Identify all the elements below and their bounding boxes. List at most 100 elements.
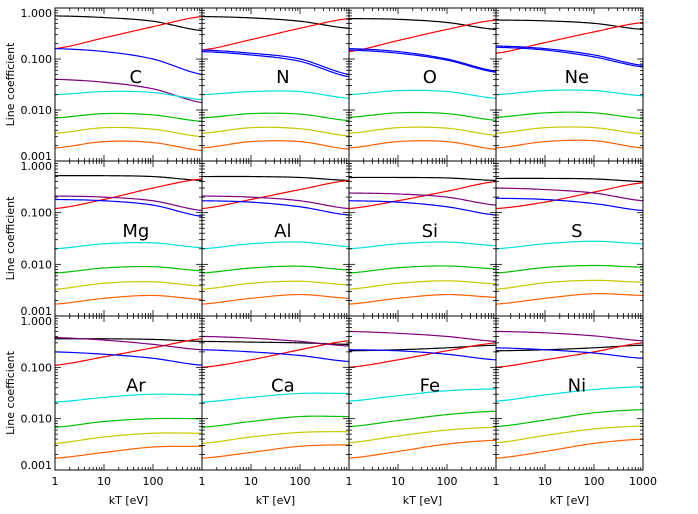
- series-line-7: [349, 293, 496, 305]
- series-line-6: [202, 280, 349, 290]
- series-line-3: [349, 200, 496, 216]
- series-line-6: [349, 280, 496, 290]
- x-tick-label: 100: [437, 475, 458, 488]
- series-line-1: [349, 342, 496, 368]
- series-line-4: [349, 241, 496, 250]
- series-group: [349, 330, 496, 459]
- panel-c: C 0.001 0.010 0.100 1.000: [21, 7, 203, 163]
- series-line-1: [202, 17, 349, 51]
- series-line-5: [349, 410, 496, 428]
- x-tick-label: 1: [199, 475, 206, 488]
- series-group: [496, 19, 643, 149]
- y-tick-label: 0.100: [21, 53, 53, 66]
- series-group: [202, 175, 349, 305]
- y-tick-label: 0.001: [21, 150, 53, 163]
- panel-ni: Ni 1 10 100 1000: [493, 315, 657, 488]
- series-line-7: [202, 140, 349, 150]
- x-tick-label: 10: [538, 475, 552, 488]
- panel-label-si: Si: [422, 221, 438, 242]
- series-line-5: [496, 111, 643, 120]
- series-group: [496, 177, 643, 305]
- series-line-1: [202, 179, 349, 210]
- y-tick-label: 0.001: [21, 459, 53, 472]
- series-line-5: [202, 265, 349, 274]
- series-line-1: [55, 15, 202, 50]
- panel-frame: [495, 315, 644, 471]
- y-tick-label: 1.000: [21, 160, 53, 173]
- y-tick-label: 0.010: [21, 258, 53, 271]
- series-line-0: [349, 176, 496, 182]
- series-line-7: [202, 293, 349, 305]
- x-axis-title: kT [eV]: [403, 494, 442, 507]
- x-axis-title: kT [eV]: [256, 494, 295, 507]
- series-line-4: [349, 388, 496, 402]
- series-line-2: [55, 47, 202, 75]
- y-tick-label: 0.100: [21, 361, 53, 374]
- series-group: [55, 336, 202, 459]
- series-group: [55, 175, 202, 305]
- panel-s: S: [495, 160, 644, 317]
- series-line-0: [55, 338, 202, 342]
- y-tick-label: 1.000: [21, 315, 53, 328]
- series-line-5: [349, 265, 496, 274]
- x-tick-label: 100: [290, 475, 311, 488]
- series-group: [202, 15, 349, 150]
- y-axis-titles: Line coefficient Line coefficient Line coe…: [4, 42, 17, 435]
- series-group: [496, 330, 643, 459]
- series-line-2: [349, 330, 496, 342]
- panel-label-mg: Mg: [122, 221, 149, 242]
- series-line-7: [496, 438, 643, 459]
- panel-frame: [495, 160, 644, 317]
- x-tick-label: 100: [143, 475, 164, 488]
- series-line-7: [202, 444, 349, 459]
- series-line-6: [55, 281, 202, 290]
- series-line-6: [349, 126, 496, 136]
- series-line-5: [55, 112, 202, 122]
- series-line-6: [496, 279, 643, 290]
- tick-marks: [495, 316, 643, 471]
- panel-label-n: N: [276, 67, 289, 88]
- series-line-5: [202, 415, 349, 428]
- series-line-1: [496, 342, 643, 368]
- series-line-4: [202, 90, 349, 99]
- series-line-7: [496, 139, 643, 149]
- y-axis-title: Line coefficient: [4, 42, 17, 126]
- panel-label-ni: Ni: [568, 375, 586, 396]
- series-line-3: [496, 347, 643, 359]
- series-group: [349, 17, 496, 150]
- panel-ar: Ar 0.001 0.010 0.100 1.000 1 10 100: [21, 315, 203, 488]
- series-line-4: [55, 242, 202, 250]
- series-line-4: [55, 393, 202, 403]
- series-line-6: [202, 430, 349, 444]
- series-line-1: [202, 340, 349, 368]
- panel-ca: Ca 1 10 100: [199, 315, 350, 488]
- series-line-2: [349, 47, 496, 72]
- panel-grid: C 0.001 0.010 0.100 1.000 N O Ne Mg 0.001 0.010 0.1…: [21, 7, 658, 488]
- series-line-6: [55, 432, 202, 444]
- panel-label-c: C: [130, 67, 143, 88]
- series-line-2: [55, 336, 202, 351]
- x-tick-label: 10: [97, 475, 111, 488]
- y-tick-label: 0.100: [21, 207, 53, 220]
- series-line-6: [55, 126, 202, 138]
- series-line-3: [55, 351, 202, 366]
- series-line-0: [55, 15, 202, 32]
- panel-mg: Mg 0.001 0.010 0.100 1.000: [21, 160, 203, 318]
- y-tick-label: 0.001: [21, 305, 53, 318]
- series-line-5: [202, 112, 349, 122]
- series-line-0: [55, 175, 202, 182]
- x-tick-label: 100: [584, 475, 605, 488]
- series-line-4: [496, 386, 643, 402]
- series-line-4: [202, 241, 349, 250]
- series-line-3: [202, 50, 349, 78]
- series-line-6: [496, 425, 643, 444]
- series-line-2: [202, 335, 349, 347]
- series-line-7: [496, 293, 643, 305]
- series-line-0: [496, 19, 643, 31]
- tick-marks: [54, 316, 202, 471]
- x-tick-label: 10: [391, 475, 405, 488]
- panel-label-fe: Fe: [420, 375, 440, 396]
- panel-fe: Fe 1 10 100: [346, 315, 497, 488]
- series-line-1: [349, 19, 496, 53]
